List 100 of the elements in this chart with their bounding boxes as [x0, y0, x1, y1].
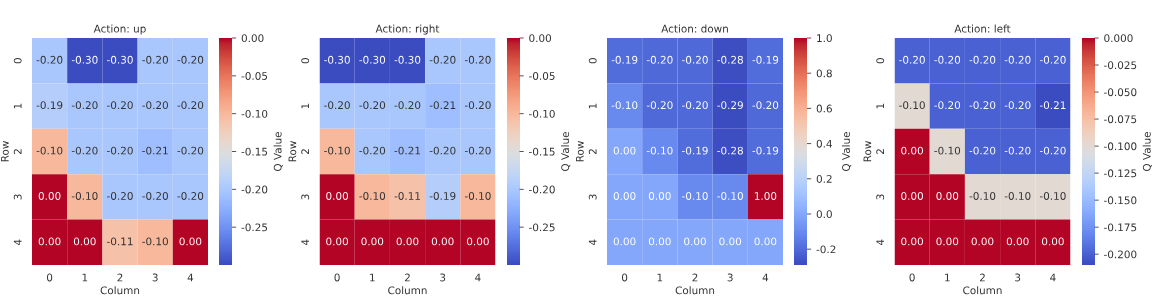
data-label: 0.00	[38, 237, 61, 246]
chart-title: Action: up	[93, 24, 146, 35]
data-label: -0.10	[646, 146, 673, 155]
data-label: -0.20	[1039, 55, 1066, 64]
y-axis-title: Row	[1, 141, 9, 162]
data-label: 0.00	[648, 192, 671, 200]
y-axis-title: Row	[863, 141, 872, 162]
data-label: -0.10	[464, 192, 491, 200]
data-label: 0.00	[971, 237, 994, 246]
y-tick-label: 3	[13, 194, 22, 200]
data-label: -0.20	[1004, 146, 1031, 155]
data-label: -0.20	[969, 55, 996, 64]
data-label: -0.21	[429, 101, 456, 110]
color-bar-label: 0.000	[1104, 34, 1133, 43]
x-tick-label: 0	[909, 273, 915, 282]
y-tick-label: 0	[876, 58, 885, 64]
x-tick-label: 3	[727, 273, 733, 282]
color-bar-label: -0.25	[529, 223, 555, 232]
y-tick-label: 3	[588, 194, 597, 200]
data-label: -0.20	[934, 101, 961, 110]
x-tick-label: 4	[1050, 273, 1056, 282]
x-tick-label: 2	[117, 273, 123, 282]
data-label: -0.20	[177, 146, 204, 155]
data-label: -0.20	[1004, 55, 1031, 64]
x-tick-label: 2	[979, 273, 985, 282]
data-label: -0.20	[324, 101, 350, 110]
data-label: 0.00	[431, 237, 454, 246]
y-tick-label: 4	[13, 239, 22, 246]
data-label: -0.21	[394, 146, 421, 155]
color-bar-label: 0.8	[816, 69, 832, 78]
y-tick-label: 1	[876, 103, 884, 109]
color-bar-label: -0.10	[241, 109, 268, 118]
y-tick-label: 1	[301, 103, 309, 109]
color-bar-label: -0.2	[816, 245, 836, 254]
data-label: -0.20	[646, 101, 673, 110]
x-axis-title: Column	[675, 286, 715, 295]
data-label: -0.20	[429, 55, 456, 64]
data-label: 0.00	[648, 237, 671, 246]
data-label: -0.28	[717, 55, 743, 64]
color-bar-label: -0.100	[1104, 142, 1137, 151]
data-label: -0.20	[177, 55, 204, 64]
data-label: 0.00	[936, 237, 959, 246]
chart-title: Action: right	[375, 24, 440, 35]
data-label: 0.00	[179, 237, 202, 246]
data-label: -0.20	[969, 146, 996, 155]
color-bar-label: 0.00	[241, 34, 264, 43]
data-label: -0.30	[107, 55, 133, 64]
data-label: -0.10	[969, 192, 996, 200]
color-bar-label: -0.175	[1104, 223, 1137, 232]
data-label: 1.00	[754, 192, 777, 200]
data-label: 0.00	[613, 146, 636, 155]
data-label: 0.00	[326, 192, 349, 200]
color-bar-label: 0.0	[816, 210, 832, 219]
x-tick-label: 3	[152, 273, 158, 282]
data-label: -0.20	[142, 192, 168, 200]
color-bar-title: Q Value	[841, 132, 852, 171]
y-tick-label: 0	[301, 58, 310, 64]
data-label: -0.20	[71, 146, 98, 155]
data-label: -0.10	[36, 146, 63, 155]
y-tick-label: 2	[301, 149, 309, 155]
color-bar-title: Q Value	[273, 132, 283, 171]
data-label: -0.20	[394, 101, 421, 110]
data-label: -0.10	[682, 192, 708, 200]
data-label: -0.20	[899, 55, 925, 64]
y-tick-label: 4	[876, 239, 884, 246]
data-label: -0.20	[969, 101, 996, 110]
y-tick-label: 1	[588, 103, 597, 109]
data-label: -0.10	[1039, 192, 1066, 200]
data-label: -0.30	[394, 55, 421, 64]
data-label: -0.10	[611, 101, 638, 110]
color-bar-label: -0.05	[529, 72, 555, 80]
y-tick-label: 3	[876, 194, 885, 200]
data-label: -0.20	[682, 101, 708, 110]
x-tick-label: 2	[692, 273, 698, 282]
y-tick-label: 4	[588, 239, 597, 246]
x-tick-label: 0	[46, 273, 53, 282]
data-label: -0.30	[359, 55, 386, 64]
data-label: -0.20	[177, 192, 204, 200]
data-label: -0.30	[71, 55, 98, 64]
data-label: -0.19	[429, 192, 456, 200]
y-tick-label: 2	[876, 149, 884, 155]
data-label: -0.20	[177, 101, 204, 110]
x-tick-label: 4	[762, 273, 769, 282]
x-tick-label: 1	[657, 273, 663, 282]
color-bar-label: -0.20	[529, 185, 555, 194]
data-label: 0.00	[326, 237, 349, 246]
data-label: -0.21	[142, 146, 168, 155]
data-label: 0.00	[901, 146, 924, 155]
data-label: -0.10	[359, 192, 386, 200]
data-label: -0.20	[429, 146, 456, 155]
y-axis-title: Row	[576, 141, 584, 162]
data-label: 0.00	[719, 237, 742, 246]
data-label: -0.19	[752, 146, 779, 155]
data-label: 0.00	[361, 237, 384, 246]
color-bar-label: -0.20	[241, 185, 268, 194]
color-bar-title: Q Value	[1142, 132, 1152, 171]
color-bar-label: 1.0	[817, 34, 832, 43]
data-label: 0.00	[73, 237, 96, 246]
data-label: -0.20	[464, 55, 491, 64]
x-tick-label: 1	[82, 273, 88, 282]
